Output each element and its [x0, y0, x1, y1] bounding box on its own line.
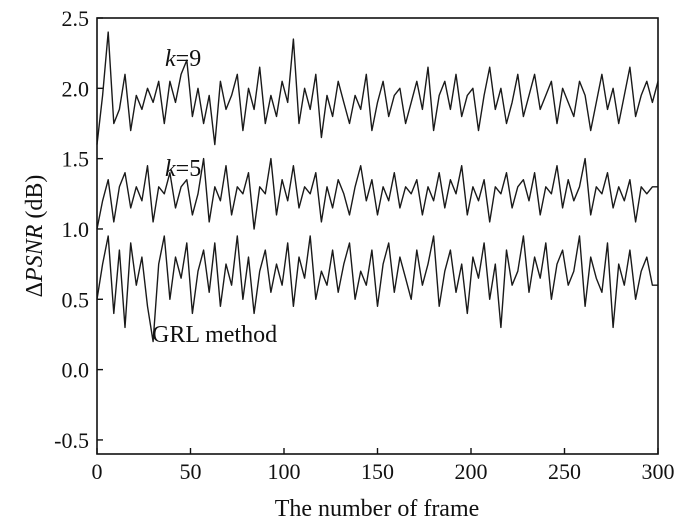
y-tick-label: -0.5 — [54, 428, 89, 453]
x-tick-label: 200 — [455, 459, 488, 484]
y-tick-label: 1.5 — [62, 147, 90, 172]
series-label-text: GRL method — [152, 322, 277, 348]
series-label-1: k=5 — [165, 156, 201, 182]
x-tick-label: 300 — [642, 459, 675, 484]
series-label-text: =9 — [176, 46, 202, 72]
y-axis-label-unit: (dB) — [22, 175, 48, 225]
y-axis-label: ΔPSNR (dB) — [22, 175, 48, 298]
plot-frame — [96, 17, 659, 455]
y-axis-label-delta: Δ — [22, 282, 48, 297]
x-tick-label: 50 — [180, 459, 202, 484]
series-label-italic: k — [165, 156, 176, 182]
x-tick-label: 150 — [361, 459, 394, 484]
y-tick-label: 1.0 — [62, 217, 90, 242]
x-axis-label: The number of frame — [275, 496, 480, 522]
series-line-1 — [96, 157, 658, 230]
y-tick-label: 2.5 — [62, 6, 90, 31]
y-tick-label: 2.0 — [62, 76, 90, 101]
series-label-2: GRL method — [152, 322, 277, 348]
x-tick-label: 0 — [92, 459, 103, 484]
x-tick-label: 100 — [268, 459, 301, 484]
y-tick-label: 0.5 — [62, 287, 90, 312]
series-label-italic: k — [165, 46, 176, 72]
y-axis-label-italic: PSNR — [22, 224, 48, 283]
series-line-0 — [96, 31, 659, 146]
x-tick-label: 250 — [548, 459, 581, 484]
series-label-text: =5 — [176, 156, 202, 182]
x-axis: 0 50 100 150 200 250 300 — [92, 448, 675, 484]
series-line-2 — [96, 235, 658, 343]
series-layer — [96, 31, 659, 343]
y-tick-label: 0.0 — [62, 358, 90, 383]
series-label-0: k=9 — [165, 46, 201, 72]
y-axis: -0.5 0.0 0.5 1.0 1.5 2.0 2.5 — [54, 6, 103, 453]
